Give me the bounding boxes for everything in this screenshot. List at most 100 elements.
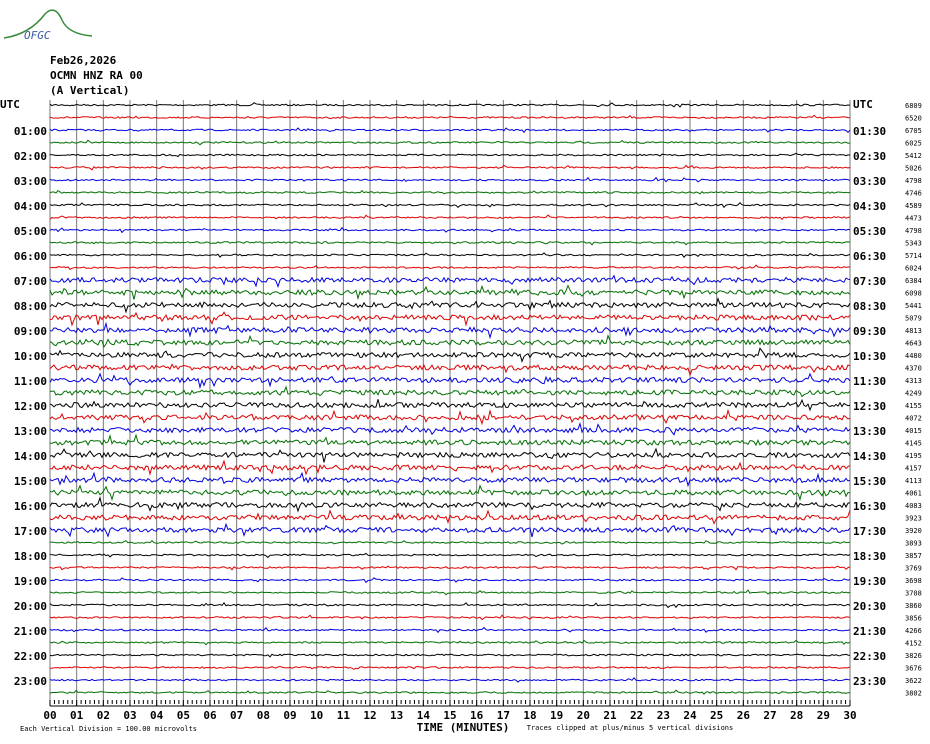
helicorder: OFGC Feb26,2026 OCMN HNZ RA 00 (A Vertic… [0, 0, 930, 744]
trace-level: 4266 [905, 627, 922, 635]
trace-level: 3708 [905, 590, 922, 598]
left-time-label: 02:00 [14, 150, 47, 163]
trace-level: 5412 [905, 152, 922, 160]
x-tick-label: 09 [283, 709, 296, 722]
x-tick-label: 26 [737, 709, 751, 722]
trace-level: 4072 [905, 415, 922, 423]
trace-level: 4155 [905, 402, 922, 410]
right-time-label: 13:30 [853, 425, 886, 438]
x-tick-label: 07 [230, 709, 243, 722]
trace-level: 3860 [905, 602, 922, 610]
trace-level: 5026 [905, 165, 922, 173]
trace-level: 4480 [905, 352, 922, 360]
x-tick-label: 02 [97, 709, 110, 722]
x-tick-label: 17 [497, 709, 510, 722]
trace-level: 3857 [905, 552, 922, 560]
left-time-label: 10:00 [14, 350, 47, 363]
trace-level: 4249 [905, 390, 922, 398]
left-time-label: 14:00 [14, 450, 47, 463]
left-time-label: 13:00 [14, 425, 47, 438]
right-time-label: 05:30 [853, 225, 886, 238]
right-time-label: 01:30 [853, 125, 886, 138]
right-time-label: 19:30 [853, 575, 886, 588]
trace-level: 4145 [905, 440, 922, 448]
right-time-label: 09:30 [853, 325, 886, 338]
left-time-label: UTC [0, 98, 20, 111]
trace-level: 4083 [905, 502, 922, 510]
left-time-label: 03:00 [14, 175, 47, 188]
title-line: (A Vertical) [50, 84, 129, 97]
left-time-label: 09:00 [14, 325, 47, 338]
trace-level: 4313 [905, 377, 922, 385]
x-tick-label: 18 [523, 709, 536, 722]
x-tick-label: 24 [683, 709, 697, 722]
right-time-label: UTC [853, 98, 873, 111]
x-tick-label: 15 [443, 709, 456, 722]
trace-level: 3923 [905, 515, 922, 523]
left-time-label: 08:00 [14, 300, 47, 313]
trace-level: 3893 [905, 540, 922, 548]
x-tick-label: 13 [390, 709, 403, 722]
trace-level: 4643 [905, 340, 922, 348]
x-tick-label: 04 [150, 709, 164, 722]
trace-level: 6520 [905, 115, 922, 123]
right-time-label: 04:30 [853, 200, 886, 213]
trace-level: 5343 [905, 240, 922, 248]
right-time-label: 14:30 [853, 450, 886, 463]
right-time-label: 18:30 [853, 550, 886, 563]
left-time-label: 21:00 [14, 625, 47, 638]
right-time-label: 15:30 [853, 475, 886, 488]
footer-left: Each Vertical Division = 100.00 microvol… [20, 725, 197, 733]
x-tick-label: 19 [550, 709, 563, 722]
right-time-label: 02:30 [853, 150, 886, 163]
x-tick-label: 11 [337, 709, 351, 722]
right-time-label: 23:30 [853, 675, 886, 688]
x-tick-label: 05 [177, 709, 190, 722]
left-time-label: 01:00 [14, 125, 47, 138]
x-tick-label: 29 [817, 709, 830, 722]
x-axis-label: TIME (MINUTES) [417, 721, 510, 734]
title-line: Feb26,2026 [50, 54, 117, 67]
x-tick-label: 25 [710, 709, 723, 722]
right-time-label: 08:30 [853, 300, 886, 313]
x-tick-label: 08 [257, 709, 270, 722]
trace-level: 4157 [905, 465, 922, 473]
x-tick-label: 16 [470, 709, 484, 722]
right-time-label: 07:30 [853, 275, 886, 288]
title-line: OCMN HNZ RA 00 [50, 69, 143, 82]
trace-level: 4589 [905, 202, 922, 210]
left-time-label: 23:00 [14, 675, 47, 688]
trace-level: 3920 [905, 527, 922, 535]
left-time-label: 05:00 [14, 225, 47, 238]
x-tick-label: 14 [417, 709, 431, 722]
x-tick-label: 30 [843, 709, 856, 722]
left-time-label: 15:00 [14, 475, 47, 488]
x-tick-label: 27 [763, 709, 776, 722]
trace-level: 3856 [905, 615, 922, 623]
x-tick-label: 10 [310, 709, 323, 722]
x-tick-label: 01 [70, 709, 84, 722]
trace-level: 4370 [905, 365, 922, 373]
trace-level: 6705 [905, 127, 922, 135]
x-tick-label: 28 [790, 709, 803, 722]
trace-level: 4152 [905, 640, 922, 648]
trace-level: 5441 [905, 302, 922, 310]
left-time-label: 04:00 [14, 200, 47, 213]
footer-right: Traces clipped at plus/minus 5 vertical … [527, 724, 734, 732]
right-time-label: 12:30 [853, 400, 886, 413]
right-time-label: 11:30 [853, 375, 886, 388]
left-time-label: 07:00 [14, 275, 47, 288]
right-time-label: 22:30 [853, 650, 886, 663]
trace-level: 3622 [905, 677, 922, 685]
trace-level: 6098 [905, 290, 922, 298]
trace-level: 6809 [905, 102, 922, 110]
left-time-label: 20:00 [14, 600, 47, 613]
left-time-label: 19:00 [14, 575, 47, 588]
right-time-label: 10:30 [853, 350, 886, 363]
x-tick-label: 20 [577, 709, 590, 722]
left-time-label: 18:00 [14, 550, 47, 563]
left-time-label: 17:00 [14, 525, 47, 538]
left-time-label: 22:00 [14, 650, 47, 663]
trace-level: 4015 [905, 427, 922, 435]
logo: OFGC [24, 29, 51, 42]
